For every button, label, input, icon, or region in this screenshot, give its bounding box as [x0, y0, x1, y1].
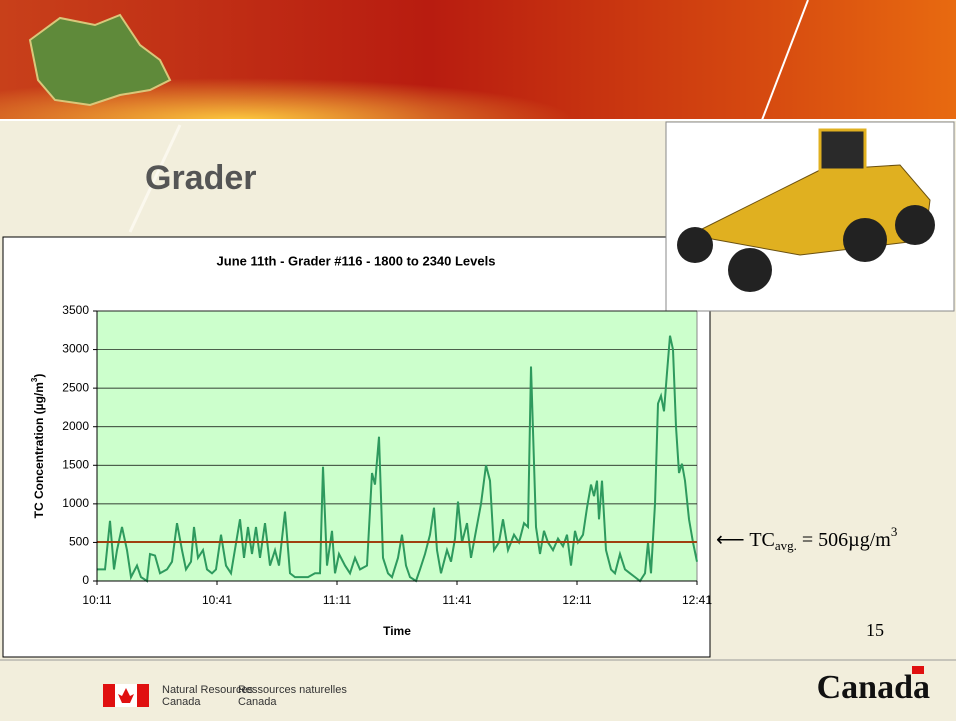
- grader-wheel: [728, 248, 772, 292]
- x-tick-label: 12:11: [562, 593, 591, 607]
- y-tick-label: 2500: [62, 380, 89, 394]
- flag-bar: [103, 684, 115, 707]
- footer-text: Canada: [238, 696, 277, 708]
- y-tick-label: 500: [69, 535, 89, 549]
- x-axis-label: Time: [383, 624, 411, 638]
- grader-wheel: [895, 205, 935, 245]
- x-tick-label: 11:41: [442, 593, 471, 607]
- title-stripe: [128, 124, 182, 233]
- slide-title: Grader: [145, 159, 257, 197]
- annotation-text: = 506µg/m: [797, 529, 891, 551]
- chart-title: June 11th - Grader #116 - 1800 to 2340 L…: [217, 253, 496, 268]
- y-tick-label: 1500: [62, 457, 89, 471]
- x-tick-label: 11:11: [323, 593, 352, 607]
- y-tick-label: 3500: [62, 303, 89, 317]
- y-axis-label: TC Concentration (µg/m3): [30, 374, 46, 519]
- canada-map: [28, 13, 172, 107]
- y-axis-label-main: TC Concentration (µg/m: [32, 382, 46, 518]
- grader-cab: [818, 128, 867, 172]
- footer-text: Ressources naturelles: [238, 684, 347, 696]
- footer-text: Canada: [162, 696, 201, 708]
- y-tick-label: 2000: [62, 419, 89, 433]
- y-tick-label: 3000: [62, 342, 89, 356]
- wordmark-flag: [912, 666, 924, 674]
- flag-bar: [137, 684, 149, 707]
- x-tick-label: 10:41: [202, 593, 232, 607]
- grader-wheel: [677, 227, 713, 263]
- fip-flag: [103, 684, 149, 707]
- page-number: 15: [866, 620, 884, 640]
- x-tick-label: 12:41: [682, 593, 712, 607]
- annotation-arrow: ⟵: [716, 529, 749, 551]
- annotation-sup: 3: [891, 524, 898, 539]
- maple-leaf: [118, 688, 134, 703]
- annotation: ⟵ TCavg. = 506µg/m3: [716, 524, 897, 553]
- photo: [665, 121, 955, 312]
- y-tick-label: 0: [82, 573, 89, 587]
- plot: 0 500 1000 1500 2000 2500 3000 3500 10:11 10:41 11…: [62, 303, 712, 607]
- header-stripe: [761, 0, 809, 121]
- data-line: [97, 335, 698, 583]
- grader-wheel: [843, 218, 887, 262]
- annotation-prefix: TC: [749, 529, 775, 551]
- footer-text: Natural Resources: [162, 684, 254, 696]
- y-axis-label-end: ): [32, 374, 46, 378]
- y-tick-label: 1000: [62, 496, 89, 510]
- annotation-sub: avg.: [775, 538, 797, 553]
- canada-wordmark: Canada: [817, 669, 930, 706]
- plot-area: [96, 310, 698, 582]
- y-axis-label-sup: 3: [30, 377, 39, 382]
- x-tick-label: 10:11: [82, 593, 111, 607]
